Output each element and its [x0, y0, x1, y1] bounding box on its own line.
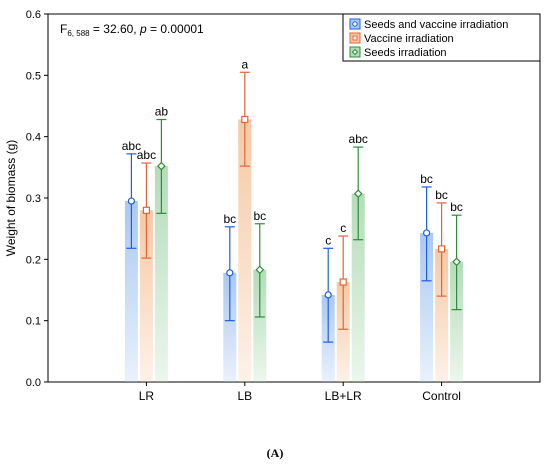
legend-box	[342, 13, 541, 62]
mean-marker	[255, 265, 265, 275]
mean-marker	[423, 229, 431, 237]
mean-marker	[241, 115, 249, 124]
x-tick-label: Control	[422, 389, 461, 403]
y-tick-label: 0.5	[26, 70, 41, 82]
y-tick-label: 0.1	[26, 316, 41, 328]
figure-caption: (A)	[266, 446, 284, 460]
legend-label: Seeds and vaccine irradiation	[364, 19, 508, 31]
mean-marker	[452, 257, 461, 267]
p-label: p	[139, 22, 147, 36]
significance-label: abc	[122, 139, 141, 153]
significance-label: abc	[349, 132, 368, 146]
y-axis-label: Weight of biomass (g)	[4, 140, 18, 257]
x-tick-label: LB+LR	[325, 389, 362, 403]
legend-label: Vaccine irradiation	[364, 33, 454, 45]
stat-sub: 6, 588	[67, 29, 90, 38]
stat-value: = 32.60,	[90, 22, 140, 36]
y-tick-label: 0.2	[26, 254, 41, 266]
y-tick-label: 0.6	[26, 9, 41, 21]
bar	[223, 272, 237, 382]
legend-marker	[352, 35, 358, 41]
bar	[253, 269, 267, 382]
significance-label: bc	[435, 188, 448, 202]
legend-marker	[351, 48, 359, 56]
bar	[420, 232, 434, 382]
y-tick-label: 0.0	[26, 377, 41, 389]
mean-marker	[438, 245, 446, 253]
significance-label: ab	[155, 104, 169, 118]
mean-marker	[157, 161, 166, 171]
stat-annotation: F6, 588 = 32.60, p = 0.00001	[60, 22, 204, 38]
legend-label: Seeds irradiation	[364, 47, 447, 59]
bar	[139, 210, 153, 382]
bar	[124, 201, 138, 382]
significance-label: bc	[253, 209, 266, 223]
significance-label: c	[325, 233, 331, 247]
mean-marker	[142, 206, 150, 214]
p-value: = 0.00001	[147, 22, 204, 36]
mean-marker	[353, 189, 363, 199]
significance-label: bc	[450, 200, 463, 214]
x-tick-label: LB	[237, 389, 252, 403]
significance-label: bc	[223, 212, 236, 226]
bar	[450, 261, 464, 382]
significance-label: c	[340, 221, 346, 235]
bar	[238, 119, 252, 382]
bar	[351, 193, 365, 382]
stat-main: F	[60, 22, 67, 36]
y-tick-label: 0.4	[26, 132, 41, 144]
significance-label: a	[241, 57, 248, 71]
mean-marker	[339, 278, 347, 286]
bar	[336, 282, 350, 382]
plot-frame	[47, 13, 541, 383]
y-tick-label: 0.3	[26, 193, 41, 205]
significance-label: bc	[420, 172, 433, 186]
mean-marker	[226, 269, 234, 277]
mean-marker	[324, 291, 332, 299]
x-tick-label: LR	[139, 389, 155, 403]
mean-marker	[127, 197, 135, 205]
legend: Seeds and vaccine irradiation Vaccine irr…	[342, 13, 541, 62]
significance-label: abc	[137, 148, 156, 162]
legend-marker	[352, 21, 358, 27]
bar	[154, 166, 168, 382]
bar	[435, 248, 449, 382]
